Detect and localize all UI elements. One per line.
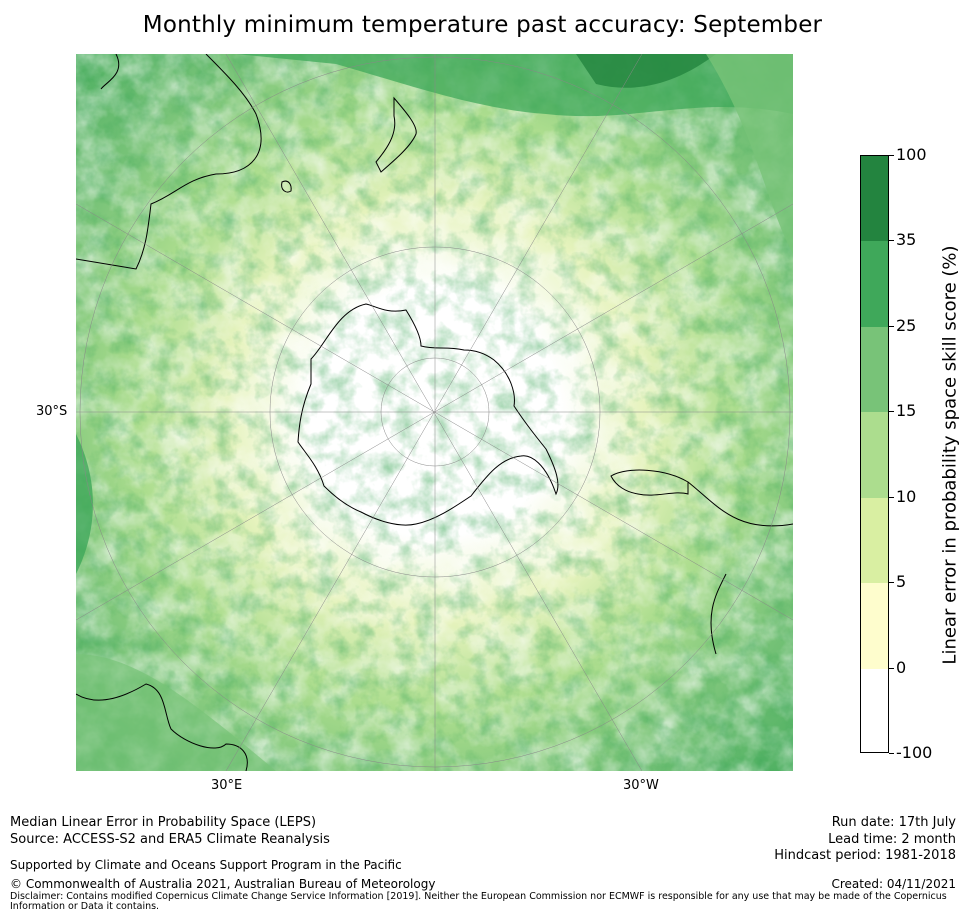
- footer-run-date: Run date: 17th July: [831, 815, 956, 830]
- lon-label-30e: 30°E: [211, 778, 243, 793]
- meridian-150: [225, 54, 643, 771]
- colorbar-tick: [889, 582, 894, 584]
- colorbar-tick-label: 35: [896, 230, 917, 250]
- skill-band-east: [706, 54, 793, 254]
- footer-method: Median Linear Error in Probability Space…: [10, 815, 317, 830]
- colorbar-tick: [889, 411, 894, 413]
- new-zealand: [375, 96, 417, 173]
- footer-support: Supported by Climate and Oceans Support …: [10, 858, 402, 872]
- map-title: Monthly minimum temperature past accurac…: [142, 12, 823, 38]
- footer-copyright: © Commonwealth of Australia 2021, Austra…: [10, 877, 436, 891]
- skill-band-west: [76, 434, 93, 574]
- lat-label-30s: 30°S: [36, 404, 68, 419]
- south-america-tip: [610, 469, 689, 496]
- colorbar: [860, 155, 889, 753]
- coastlines: [76, 54, 793, 771]
- colorbar-tick-label: 0: [896, 657, 907, 677]
- colorbar-band-35-100: [861, 156, 888, 242]
- colorbar-band-25-35: [861, 241, 888, 328]
- antarctica-coast: [297, 303, 559, 526]
- footer-created: Created: 04/11/2021: [831, 877, 956, 891]
- footer-lead-time: Lead time: 2 month: [828, 832, 956, 847]
- colorbar-tick-label: 25: [896, 315, 917, 335]
- colorbar-tick: [889, 496, 894, 498]
- colorbar-band-10-15: [861, 412, 888, 499]
- colorbar-band-5-10: [861, 497, 888, 584]
- australia-coast: [76, 54, 262, 270]
- colorbar-tick-label: 100: [896, 145, 927, 164]
- colorbar-tick-label: 10: [896, 486, 917, 506]
- colorbar-tick: [889, 240, 894, 242]
- skill-high-patches: [76, 54, 793, 771]
- graticule: [76, 54, 793, 771]
- footer-disclaimer: Disclaimer: Contains modified Copernicus…: [10, 891, 947, 912]
- colorbar-band-15-25: [861, 326, 888, 413]
- colorbar-tick-label: 5: [896, 572, 907, 592]
- colorbar-tick-label: 15: [896, 401, 917, 421]
- polar-skill-map: [76, 54, 793, 771]
- africa-coast: [76, 683, 248, 771]
- colorbar-band-minus100-0: [861, 668, 888, 752]
- colorbar-title: Linear error in probability space skill …: [939, 245, 961, 665]
- skill-band-dark: [576, 54, 716, 88]
- colorbar-band-0-5: [861, 583, 888, 670]
- colorbar-tick-label: -100: [896, 743, 933, 762]
- colorbar-tick: [889, 753, 894, 754]
- tasmania: [281, 180, 292, 193]
- colorbar-tick: [889, 667, 894, 669]
- colorbar-tick: [889, 155, 894, 156]
- south-america-coast: [687, 481, 793, 655]
- footer-hindcast: Hindcast period: 1981-2018: [774, 848, 956, 863]
- skill-band-south: [76, 654, 276, 771]
- colorbar-tick: [889, 325, 894, 327]
- lon-label-30w: 30°W: [623, 778, 659, 793]
- footer-source: Source: ACCESS-S2 and ERA5 Climate Reana…: [10, 832, 330, 847]
